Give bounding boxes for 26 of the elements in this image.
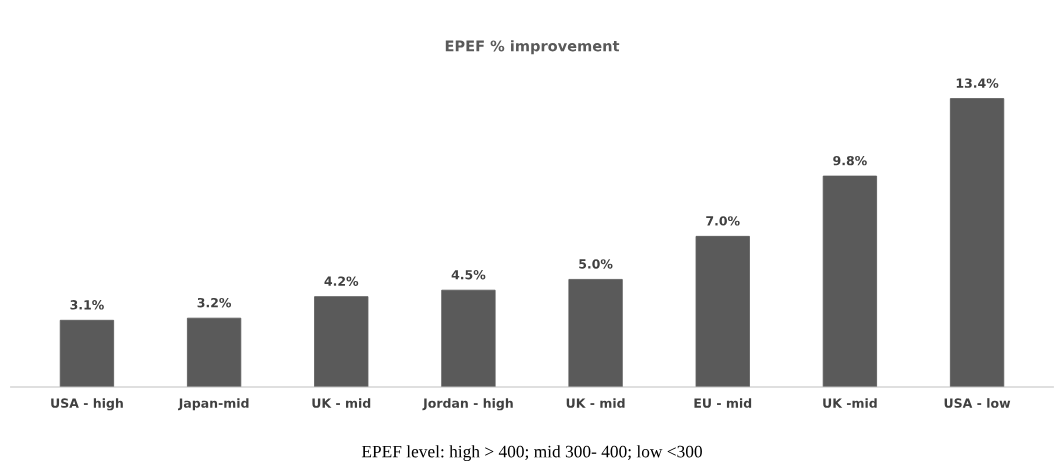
bar: [695, 235, 750, 388]
data-label: 13.4%: [956, 78, 999, 88]
data-label: 5.0%: [579, 259, 613, 269]
x-tick-label: UK - mid: [312, 398, 371, 408]
x-tick-label: Jordan - high: [422, 398, 513, 411]
data-label: 4.5%: [451, 269, 486, 280]
x-tick-label: USA - high: [51, 398, 123, 411]
bar: [949, 98, 1005, 388]
bar: [314, 296, 369, 388]
x-tick-label: UK -mid: [823, 398, 877, 408]
data-label: 4.2%: [324, 276, 359, 286]
data-label: 3.2%: [197, 297, 232, 308]
data-label: 3.1%: [70, 300, 104, 310]
data-label: 7.0%: [706, 216, 740, 226]
bar: [59, 319, 115, 388]
x-tick-label: USA - low: [944, 398, 1011, 408]
text: EPEF level: high > 400; mid 300- 400; low <300: [361, 445, 702, 462]
x-tick-label: Japan-mid: [177, 398, 249, 411]
x-tick-label: EU - mid: [694, 398, 752, 408]
bar: [568, 278, 623, 388]
chart-title: EPEF % improvement: [445, 40, 620, 55]
bar: [822, 175, 878, 388]
bar: [441, 289, 496, 388]
bar: [186, 317, 242, 388]
data-label: 9.8%: [833, 155, 867, 166]
x-tick-label: UK - mid: [566, 398, 625, 408]
